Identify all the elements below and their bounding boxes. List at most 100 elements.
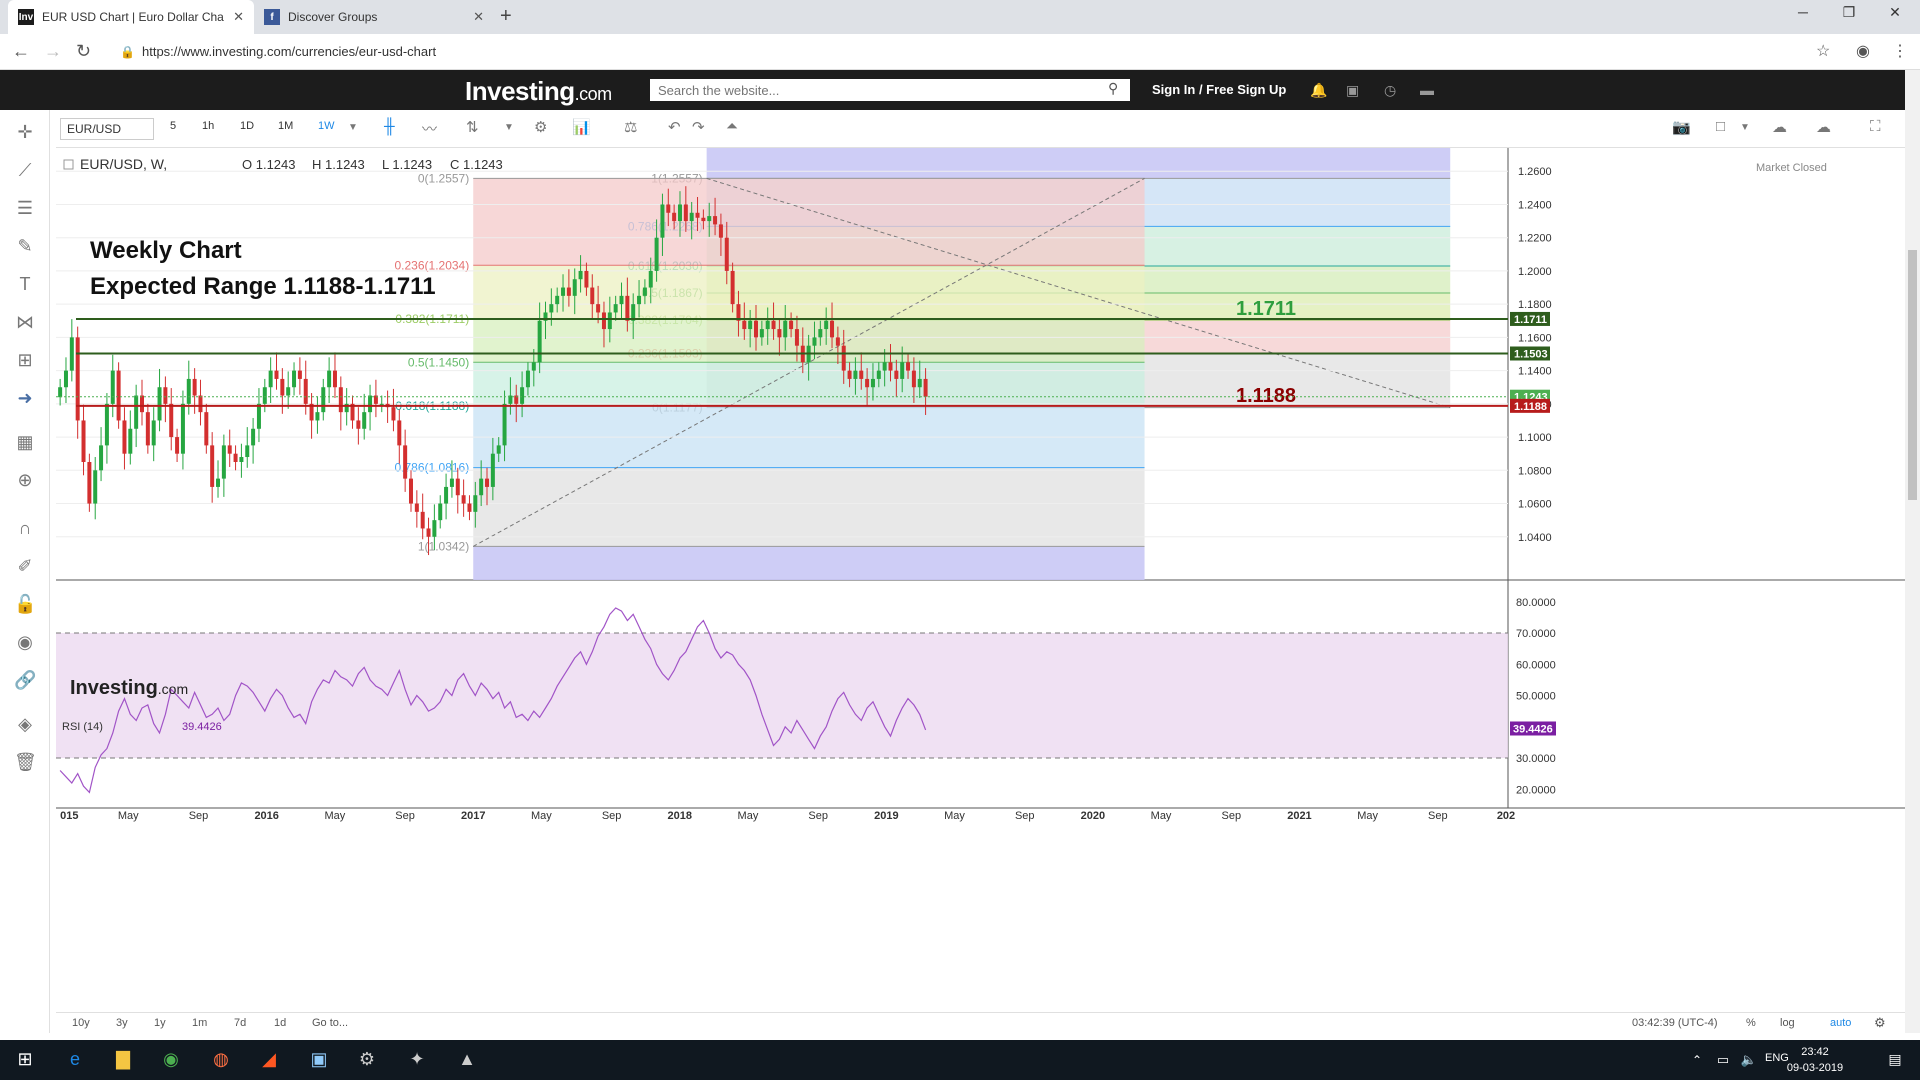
pencil-icon[interactable]: ✐ xyxy=(17,556,33,576)
indicators-icon[interactable]: 📊 xyxy=(572,119,591,136)
gear-icon[interactable]: ⚙ xyxy=(534,119,548,136)
scale-icon[interactable]: ⚖ xyxy=(624,119,638,136)
bell-icon[interactable]: 🔔 xyxy=(1310,82,1328,98)
new-tab-button[interactable]: + xyxy=(500,5,512,27)
horizontal-lines-icon[interactable]: ☰ xyxy=(16,198,34,218)
search-input[interactable] xyxy=(650,79,1130,101)
zoom-icon[interactable]: ⊕ xyxy=(17,470,33,490)
eye-icon[interactable]: ◉ xyxy=(17,632,33,652)
timeframe-5[interactable]: 5 xyxy=(170,120,177,132)
compare-icon[interactable]: ⇅ xyxy=(466,119,479,136)
line-chart-icon[interactable]: 〰 xyxy=(422,121,438,138)
chevron-down-icon[interactable]: ▼ xyxy=(504,122,514,133)
gear-icon[interactable]: ⚙ xyxy=(1874,1015,1886,1030)
range-7d[interactable]: 7d xyxy=(234,1017,247,1029)
chart-canvas[interactable]: 1(1.2557)0.786(1.2268)0.618(1.2030)0.5(1… xyxy=(56,148,1905,1012)
taskbar-clock[interactable]: 23:42 09-03-2019 xyxy=(1780,1044,1850,1076)
cloud-download-icon[interactable]: ☁ xyxy=(1772,119,1787,136)
cloud-upload-icon[interactable]: ☁ xyxy=(1816,119,1831,136)
crosshair-icon[interactable]: ✛ xyxy=(17,122,33,142)
app-icon[interactable]: ◍ xyxy=(213,1049,229,1069)
percent-toggle[interactable]: % xyxy=(1746,1017,1756,1029)
app-icon[interactable]: ▣ xyxy=(310,1049,328,1069)
brush-icon[interactable]: ✎ xyxy=(17,236,33,256)
chrome-icon[interactable]: ◉ xyxy=(163,1049,179,1069)
timeframe-1d[interactable]: 1D xyxy=(240,120,255,132)
bookmark-star-icon[interactable]: ☆ xyxy=(1816,43,1831,60)
fib-icon[interactable]: ⊞ xyxy=(17,350,33,370)
page-scrollbar[interactable] xyxy=(1905,70,1920,1033)
auto-toggle[interactable]: auto xyxy=(1830,1017,1852,1029)
text-icon[interactable]: T xyxy=(19,274,31,294)
profile-icon[interactable]: ◉ xyxy=(1856,43,1870,60)
collapse-icon[interactable] xyxy=(63,159,74,170)
lock-icon[interactable]: 🔓 xyxy=(14,594,37,614)
close-tab-icon[interactable]: ✕ xyxy=(233,9,244,24)
us-flag-icon[interactable]: ▬ xyxy=(1420,82,1434,98)
goto-link[interactable]: Go to... xyxy=(312,1017,349,1029)
back-icon[interactable]: ← xyxy=(12,41,30,61)
minimize-icon[interactable]: ─ xyxy=(1798,4,1808,20)
layout-icon[interactable]: □ xyxy=(1716,118,1726,135)
timeframe-1w[interactable]: 1W xyxy=(318,120,335,132)
log-toggle[interactable]: log xyxy=(1780,1017,1795,1029)
candle-body xyxy=(297,370,302,379)
steam-icon[interactable]: ⚙ xyxy=(358,1049,376,1069)
windows-start-icon[interactable]: ⊞ xyxy=(17,1049,33,1069)
symbol-input[interactable]: EUR/USD xyxy=(60,118,154,140)
notification-icon[interactable]: ▤ xyxy=(1888,1051,1902,1067)
timeframe-1h[interactable]: 1h xyxy=(202,120,215,132)
language-indicator[interactable]: ENG xyxy=(1765,1052,1789,1064)
trash-icon[interactable]: 🗑 xyxy=(14,752,37,772)
fullscreen-icon[interactable]: ⛶ xyxy=(1870,118,1881,135)
volume-icon[interactable]: 🔈 xyxy=(1740,1052,1758,1067)
forward-icon[interactable]: → xyxy=(44,41,62,61)
layers-icon[interactable]: ◈ xyxy=(18,714,32,734)
link-icon[interactable]: 🔗 xyxy=(14,670,37,690)
range-1d[interactable]: 1d xyxy=(274,1017,287,1029)
tray-chevron-icon[interactable]: ⌃ xyxy=(1691,1053,1703,1067)
tab-investing[interactable]: Inv EUR USD Chart | Euro Dollar Cha ✕ xyxy=(8,0,254,34)
portfolio-icon[interactable]: ▣ xyxy=(1346,82,1360,98)
undo-icon[interactable]: ↶ xyxy=(668,119,681,136)
measure-icon[interactable]: ▦ xyxy=(16,432,34,452)
network-icon[interactable]: ▭ xyxy=(1716,1052,1730,1067)
clock-readout: 03:42:39 (UTC-4) xyxy=(1632,1017,1718,1029)
range-1y[interactable]: 1y xyxy=(154,1017,166,1029)
candlestick-icon[interactable]: ╫ xyxy=(384,118,395,135)
range-3y[interactable]: 3y xyxy=(116,1017,128,1029)
investing-logo[interactable]: Investing.com xyxy=(465,76,612,106)
trendline-icon[interactable]: ⟋ xyxy=(18,160,32,180)
close-window-icon[interactable]: ✕ xyxy=(1889,4,1901,20)
alert-icon[interactable]: ⏶ xyxy=(726,118,739,135)
camera-icon[interactable]: 📷 xyxy=(1672,119,1691,136)
reload-icon[interactable]: ↻ xyxy=(76,41,92,61)
photos-icon[interactable]: ▲ xyxy=(458,1049,476,1069)
app-icon[interactable]: ◢ xyxy=(262,1049,276,1069)
chevron-down-icon[interactable]: ▼ xyxy=(348,122,358,133)
range-10y[interactable]: 10y xyxy=(72,1017,90,1029)
edge-icon[interactable]: e xyxy=(69,1049,80,1069)
app-icon[interactable]: ✦ xyxy=(409,1049,425,1069)
candle-body xyxy=(683,204,688,222)
restore-icon[interactable]: ❐ xyxy=(1842,4,1856,20)
scrollbar-thumb[interactable] xyxy=(1908,250,1917,500)
clock-icon[interactable]: ◷ xyxy=(1384,82,1397,98)
sign-in-link[interactable]: Sign In / Free Sign Up xyxy=(1152,82,1287,97)
menu-icon[interactable]: ⋮ xyxy=(1892,43,1908,60)
file-explorer-icon[interactable]: ▇ xyxy=(116,1049,130,1069)
candle-body xyxy=(286,387,291,396)
tab-discover-groups[interactable]: f Discover Groups ✕ xyxy=(254,0,494,34)
close-tab-icon[interactable]: ✕ xyxy=(473,9,484,24)
candle-body xyxy=(210,445,215,487)
timeframe-1m[interactable]: 1M xyxy=(278,120,294,132)
range-1m[interactable]: 1m xyxy=(192,1017,208,1029)
search-icon[interactable]: ⚲ xyxy=(1108,80,1119,96)
arrow-icon[interactable]: ➜ xyxy=(17,388,33,408)
pattern-icon[interactable]: ⋈ xyxy=(16,312,34,332)
candle-body xyxy=(777,329,782,338)
magnet-icon[interactable]: ∩ xyxy=(18,518,32,538)
url-field[interactable]: 🔒 https://www.investing.com/currencies/e… xyxy=(112,40,1812,64)
redo-icon[interactable]: ↷ xyxy=(692,119,705,136)
chevron-down-icon[interactable]: ▼ xyxy=(1740,122,1750,133)
